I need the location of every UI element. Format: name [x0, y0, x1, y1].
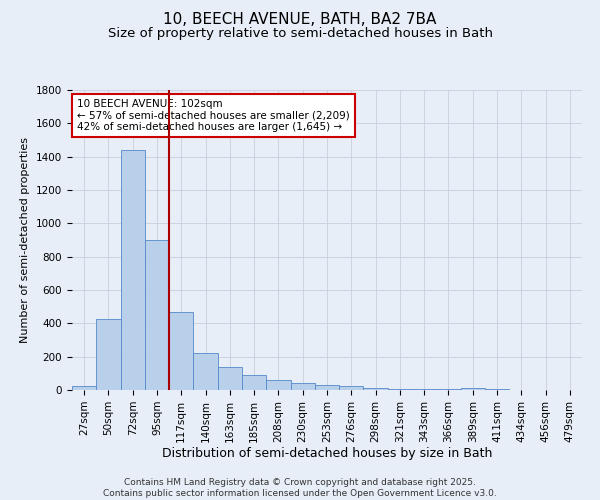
X-axis label: Distribution of semi-detached houses by size in Bath: Distribution of semi-detached houses by …	[162, 448, 492, 460]
Bar	[72, 386, 96, 390]
Bar	[266, 380, 290, 390]
Bar	[121, 150, 145, 390]
Bar	[485, 388, 509, 390]
Text: 10, BEECH AVENUE, BATH, BA2 7BA: 10, BEECH AVENUE, BATH, BA2 7BA	[163, 12, 437, 28]
Bar	[169, 312, 193, 390]
Bar	[290, 382, 315, 390]
Text: Contains HM Land Registry data © Crown copyright and database right 2025.
Contai: Contains HM Land Registry data © Crown c…	[103, 478, 497, 498]
Bar	[412, 389, 436, 390]
Bar	[461, 388, 485, 390]
Bar	[218, 366, 242, 390]
Bar	[339, 386, 364, 390]
Text: 10 BEECH AVENUE: 102sqm
← 57% of semi-detached houses are smaller (2,209)
42% of: 10 BEECH AVENUE: 102sqm ← 57% of semi-de…	[77, 99, 350, 132]
Bar	[364, 388, 388, 390]
Bar	[242, 375, 266, 390]
Bar	[388, 388, 412, 390]
Bar	[96, 319, 121, 390]
Bar	[315, 385, 339, 390]
Bar	[145, 240, 169, 390]
Y-axis label: Number of semi-detached properties: Number of semi-detached properties	[20, 137, 31, 343]
Text: Size of property relative to semi-detached houses in Bath: Size of property relative to semi-detach…	[107, 28, 493, 40]
Bar	[193, 354, 218, 390]
